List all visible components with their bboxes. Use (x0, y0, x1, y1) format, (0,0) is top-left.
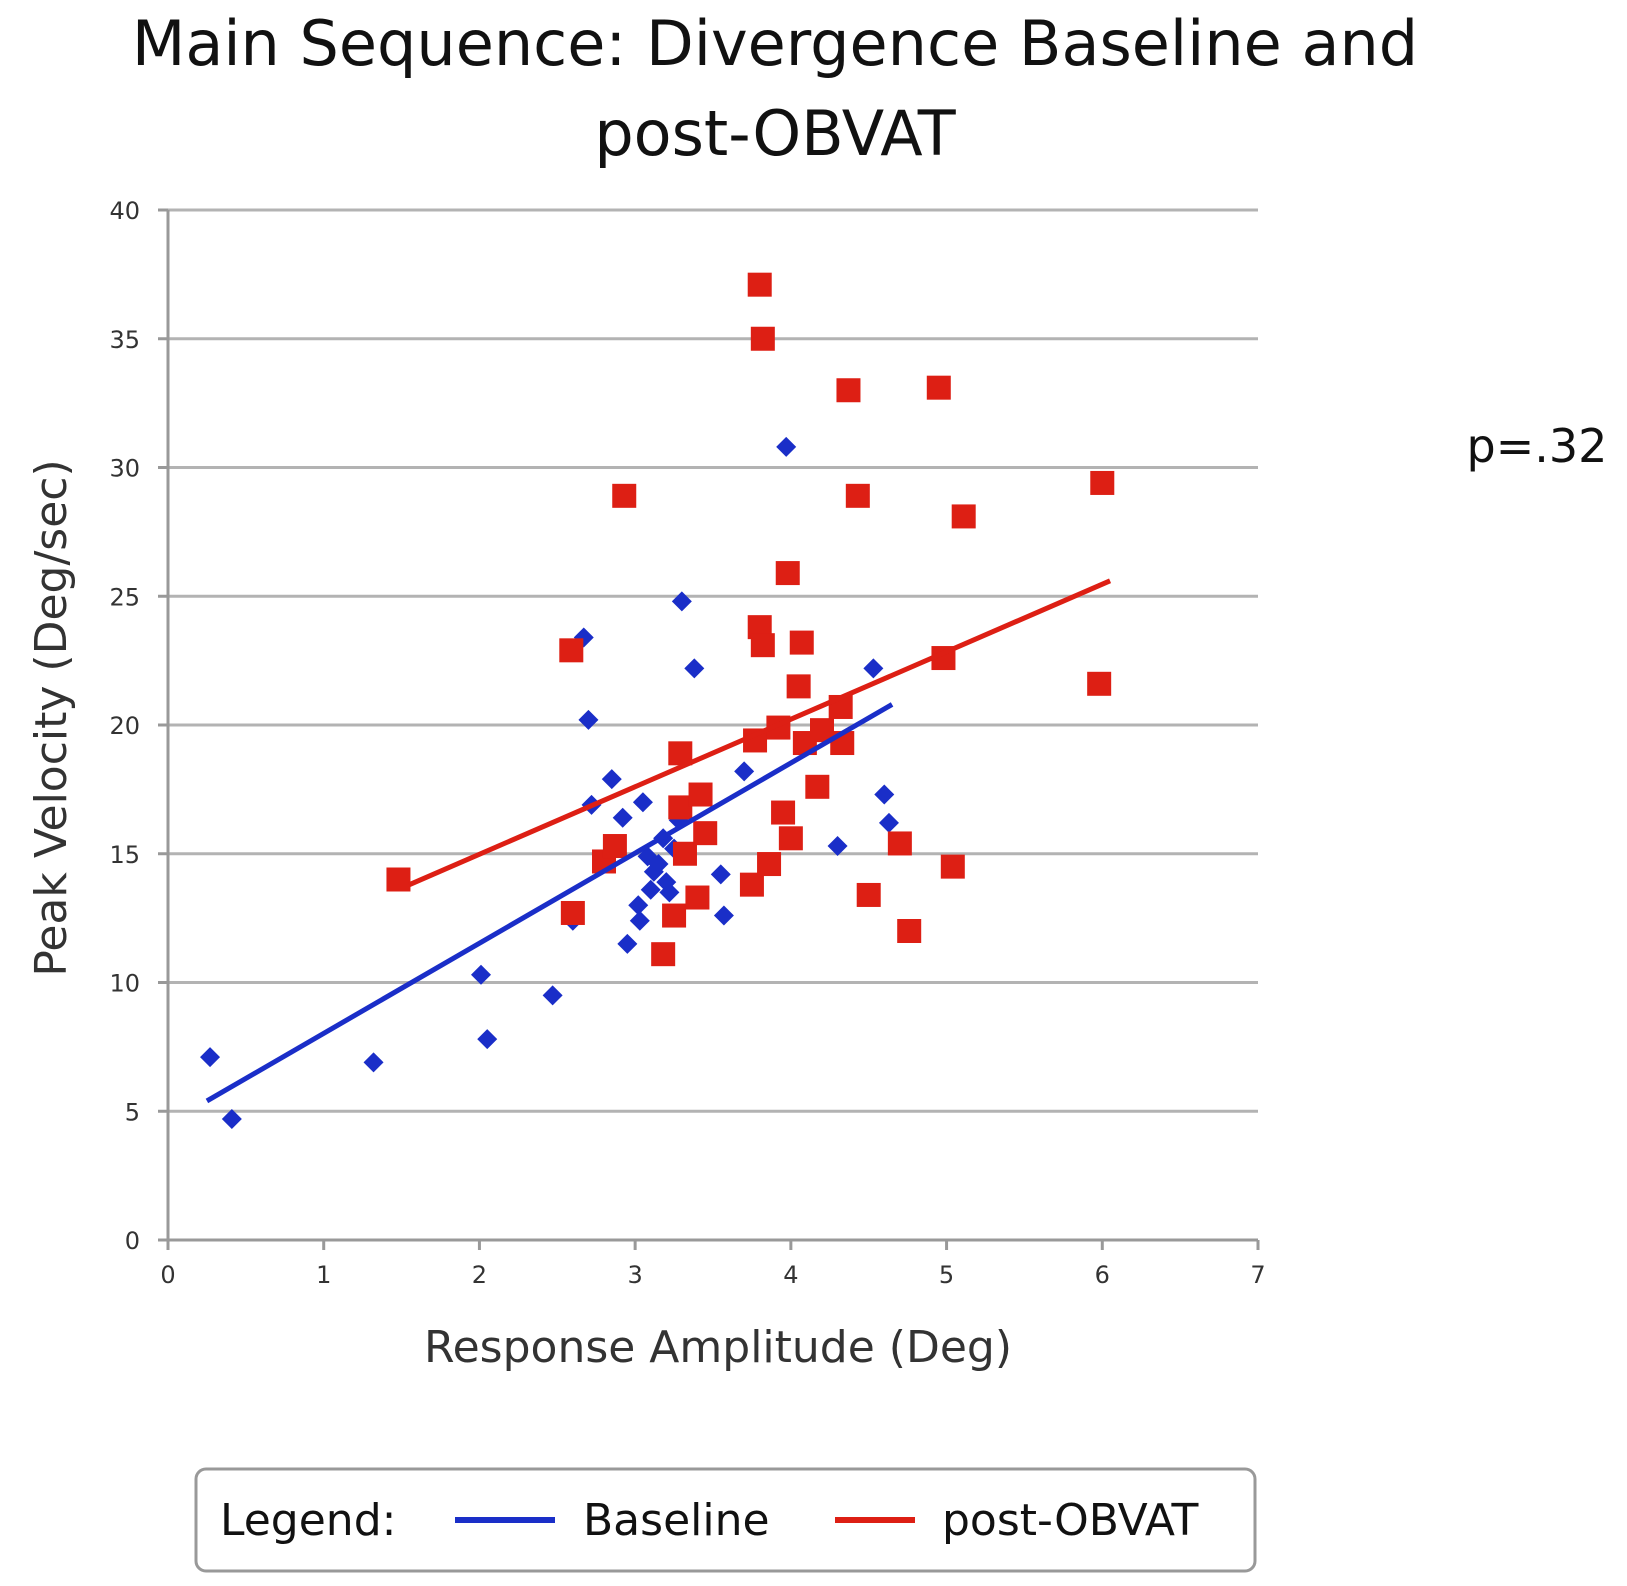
post-obvat-point (951, 504, 976, 529)
post-obvat-point (1087, 671, 1112, 696)
post-obvat-point (668, 795, 693, 820)
post-obvat-point (856, 882, 881, 907)
x-axis-title: Response Amplitude (Deg) (424, 1322, 1012, 1373)
tick-labels: 0 5 10 15 20 25 30 35 40 0 1 2 3 4 5 6 7 (109, 197, 1265, 1289)
post-obvat-point (612, 483, 637, 508)
baseline-point (648, 854, 669, 875)
baseline-point (734, 761, 755, 782)
baseline-point (363, 1052, 384, 1073)
post-obvat-point (786, 674, 811, 699)
baseline-point (542, 985, 563, 1006)
y-axis-title: Peak Velocity (Deg/sec) (26, 459, 77, 976)
x-tick-label: 1 (316, 1261, 331, 1289)
post-obvat-point (805, 774, 830, 799)
post-obvat-point (757, 852, 782, 877)
trendlines (205, 578, 1112, 1104)
post-obvat-point (1090, 470, 1115, 495)
baseline-point (874, 784, 895, 805)
x-tick-label: 6 (1095, 1261, 1110, 1289)
baseline-point (612, 807, 633, 828)
y-tick-label: 25 (109, 583, 140, 611)
baseline-point (710, 864, 731, 885)
chart-title-line-1: Main Sequence: Divergence Baseline and (132, 7, 1418, 80)
baseline-trendline (205, 702, 894, 1104)
legend: Legend: Baseline post-OBVAT (194, 1467, 1257, 1573)
x-tick-label: 3 (628, 1261, 643, 1289)
gridlines (168, 208, 1258, 1113)
y-tick-label: 35 (109, 326, 140, 354)
baseline-point (221, 1108, 242, 1129)
baseline-point (878, 812, 899, 833)
post-obvat-point (559, 638, 584, 663)
post-obvat-point (789, 630, 814, 655)
post-obvat-point (739, 872, 764, 897)
p-value-annotation: p=.32 (1467, 419, 1608, 473)
baseline-point (632, 792, 653, 813)
legend-entry-post-obvat: post-OBVAT (942, 1495, 1199, 1546)
baseline-point (863, 658, 884, 679)
post-obvat-point (750, 633, 775, 658)
baseline-point (578, 709, 599, 730)
x-tick-label: 0 (160, 1261, 175, 1289)
baseline-point (640, 879, 661, 900)
axes (158, 208, 1260, 1250)
baseline-point (477, 1029, 498, 1050)
post-obvat-point (386, 867, 411, 892)
post-obvat-point (693, 821, 718, 846)
post-obvat-point (662, 903, 687, 928)
post-obvat-point (771, 800, 796, 825)
post-obvat-point (836, 378, 861, 403)
baseline-point (629, 910, 650, 931)
post-obvat-point (750, 326, 775, 351)
post-obvat-point (926, 375, 951, 400)
x-tick-label: 5 (939, 1261, 954, 1289)
post-obvat-point (560, 900, 585, 925)
post-obvat-point (651, 942, 676, 967)
post-obvat-point (602, 834, 627, 859)
baseline-point (713, 905, 734, 926)
y-tick-label: 0 (125, 1227, 140, 1255)
baseline-point (776, 436, 797, 457)
post-obvat-point (940, 854, 965, 879)
post-obvat-point (688, 782, 713, 807)
x-tick-label: 7 (1250, 1261, 1265, 1289)
post-obvat-point (672, 841, 697, 866)
legend-label: Legend: (220, 1495, 396, 1546)
post-obvat-point (778, 826, 803, 851)
baseline-point (827, 836, 848, 857)
y-tick-label: 30 (109, 455, 140, 483)
x-tick-label: 2 (472, 1261, 487, 1289)
baseline-point (200, 1047, 221, 1068)
data-points (200, 272, 1115, 1129)
legend-box (194, 1467, 1257, 1573)
x-tick-label: 4 (783, 1261, 798, 1289)
y-tick-label: 10 (109, 970, 140, 998)
post-obvat-trendline (408, 578, 1112, 887)
post-obvat-point (747, 272, 772, 297)
baseline-point (470, 964, 491, 985)
post-obvat-point (897, 919, 922, 943)
y-tick-label: 5 (125, 1098, 140, 1126)
y-tick-label: 20 (109, 712, 140, 740)
post-obvat-point (685, 885, 710, 910)
chart-title-line-2: post-OBVAT (594, 97, 956, 170)
y-tick-label: 40 (109, 197, 140, 225)
y-tick-label: 15 (109, 841, 140, 869)
baseline-point (671, 591, 692, 612)
baseline-point (601, 769, 622, 790)
baseline-point (684, 658, 705, 679)
baseline-point (617, 933, 638, 954)
post-obvat-point (845, 483, 870, 508)
baseline-point (659, 882, 680, 903)
legend-entry-baseline: Baseline (583, 1495, 770, 1546)
baseline-point (628, 895, 649, 916)
post-obvat-point (887, 831, 912, 856)
post-obvat-point (775, 561, 800, 586)
